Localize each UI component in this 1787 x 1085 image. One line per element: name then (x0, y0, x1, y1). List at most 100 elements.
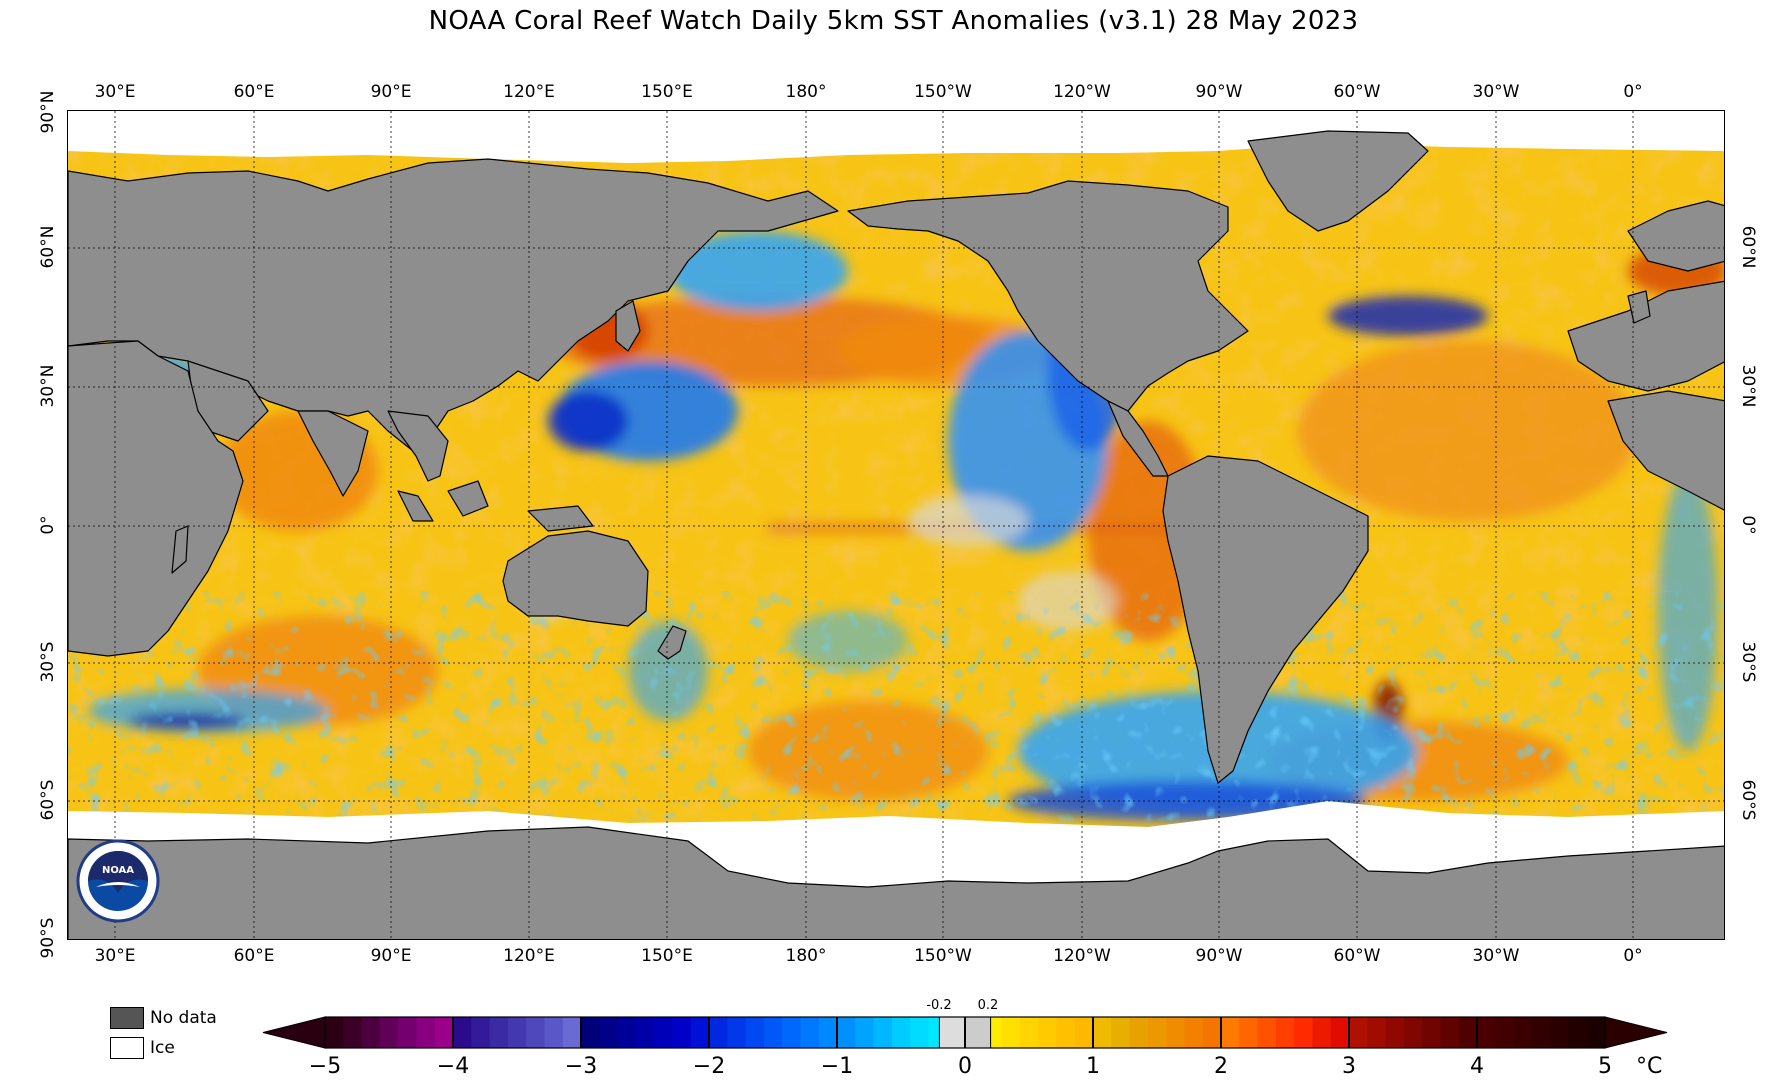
colorbar-cell (1221, 1017, 1240, 1048)
no-data-swatch (110, 1007, 144, 1029)
colorbar-tick: 4 (1470, 1054, 1484, 1079)
colorbar-tick: 5 (1598, 1054, 1612, 1079)
lon-label: 60°W (1333, 946, 1381, 966)
colorbar-cell (873, 1017, 893, 1048)
madagascar (171, 525, 189, 574)
colorbar-near-zero-pos (965, 1017, 991, 1048)
north-america (847, 180, 1249, 412)
colorbar-cell (654, 1017, 673, 1048)
colorbar-tick: 2 (1214, 1054, 1228, 1079)
svg-text:NOAA: NOAA (102, 865, 134, 876)
colorbar-cell (1349, 1017, 1368, 1048)
colorbar-cell (1330, 1017, 1350, 1048)
colorbar-cell (855, 1017, 875, 1048)
colorbar-cell (745, 1017, 765, 1048)
colorbar-cell (1019, 1017, 1039, 1048)
british-isles (1627, 290, 1651, 324)
lon-label: 150°E (641, 82, 693, 102)
colorbar-cell (325, 1017, 344, 1048)
colorbar-cell (1074, 1017, 1094, 1048)
colorbar-cell (1367, 1017, 1387, 1048)
colorbar-outline (324, 1016, 1606, 1049)
south-america (1162, 455, 1369, 784)
colorbar-under-arrow (262, 1016, 326, 1049)
lon-label: 30°E (94, 946, 136, 966)
sst-anomaly-map[interactable]: NOAA (67, 110, 1725, 940)
lat-label: 60°S (38, 779, 58, 821)
lon-label: 90°W (1195, 82, 1243, 102)
map-canvas: NOAA (68, 111, 1724, 939)
colorbar-cell (1239, 1017, 1259, 1048)
colorbar-tick: −3 (564, 1054, 598, 1079)
colorbar-cell (1586, 1017, 1606, 1048)
lon-label: 60°E (233, 946, 275, 966)
noaa-logo: NOAA (76, 839, 160, 923)
west-africa (1607, 390, 1724, 511)
colorbar-unit: °C (1636, 1054, 1663, 1079)
colorbar-cell (1111, 1017, 1131, 1048)
colorbar-cell (1385, 1017, 1405, 1048)
colorbar-cell (891, 1017, 911, 1048)
colorbar-cell (818, 1017, 838, 1048)
colorbar-cell (946, 1017, 966, 1048)
colorbar-cell (453, 1017, 472, 1048)
lat-label: 0° (1738, 515, 1758, 535)
lon-label: 180° (785, 82, 827, 102)
lat-label: 90°S (38, 917, 58, 959)
colorbar-near-zero-neg (939, 1017, 965, 1048)
lon-label: 30°E (94, 82, 136, 102)
colorbar-cell (800, 1017, 820, 1048)
antarctica-land (68, 826, 1724, 939)
colorbar-cell (1513, 1017, 1533, 1048)
continents (68, 130, 1724, 784)
colorbar-cell (581, 1017, 600, 1048)
southeast-asia (387, 410, 449, 482)
colorbar-cell (379, 1017, 399, 1048)
colorbar-tick: −4 (436, 1054, 470, 1079)
lon-label: 0° (1623, 946, 1643, 966)
lon-label: 90°E (370, 82, 412, 102)
colorbar-cell (1312, 1017, 1332, 1048)
lon-label: 180° (785, 946, 827, 966)
colorbar-small-tick: -0.2 (926, 998, 952, 1013)
scandinavia (1627, 200, 1724, 272)
colorbar-tick: −5 (308, 1054, 342, 1079)
colorbar-cell (727, 1017, 747, 1048)
colorbar-cell (1184, 1017, 1204, 1048)
ice-swatch (110, 1037, 144, 1059)
lat-label: 30°S (38, 641, 58, 683)
japan (615, 300, 641, 352)
colorbar-tick: −1 (820, 1054, 854, 1079)
lon-label: 150°W (914, 946, 972, 966)
colorbar-cell (690, 1017, 710, 1048)
colorbar-cell (1422, 1017, 1441, 1048)
lon-label: 30°W (1472, 946, 1520, 966)
lon-label: 30°W (1472, 82, 1520, 102)
colorbar-cell (1166, 1017, 1185, 1048)
colorbar-tick: 0 (958, 1054, 972, 1079)
lon-label: 60°E (233, 82, 275, 102)
colorbar-cell (837, 1017, 856, 1048)
colorbar-cell (599, 1017, 619, 1048)
colorbar-cell (1056, 1017, 1076, 1048)
colorbar-cell (1294, 1017, 1313, 1048)
lon-label: 90°W (1195, 946, 1243, 966)
colorbar-cell (1403, 1017, 1423, 1048)
colorbar-cell (1001, 1017, 1021, 1048)
lon-label: 120°W (1053, 946, 1111, 966)
map-title: NOAA Coral Reef Watch Daily 5km SST Anom… (428, 6, 1359, 36)
colorbar-small-tick: 0.2 (977, 998, 999, 1013)
lat-label: 30°N (1738, 364, 1758, 408)
colorbar-tick: −2 (692, 1054, 726, 1079)
lat-label: 60°N (38, 225, 58, 269)
lat-label: 30°N (38, 364, 58, 408)
lat-label: 60°N (1738, 225, 1758, 269)
colorbar-cell (910, 1017, 929, 1048)
colorbar-tick: 1 (1086, 1054, 1100, 1079)
colorbar-cell (416, 1017, 436, 1048)
colorbar-cell (1147, 1017, 1167, 1048)
borneo (447, 480, 489, 517)
colorbar-cell (1531, 1017, 1551, 1048)
colorbar-cell (471, 1017, 491, 1048)
lat-label: 60°S (1738, 779, 1758, 821)
